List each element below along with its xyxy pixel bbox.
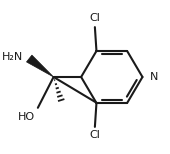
Text: H₂N: H₂N	[2, 52, 23, 62]
Text: Cl: Cl	[89, 12, 100, 22]
Polygon shape	[27, 55, 54, 77]
Text: Cl: Cl	[89, 130, 100, 140]
Text: HO: HO	[18, 112, 35, 122]
Text: N: N	[150, 72, 158, 82]
